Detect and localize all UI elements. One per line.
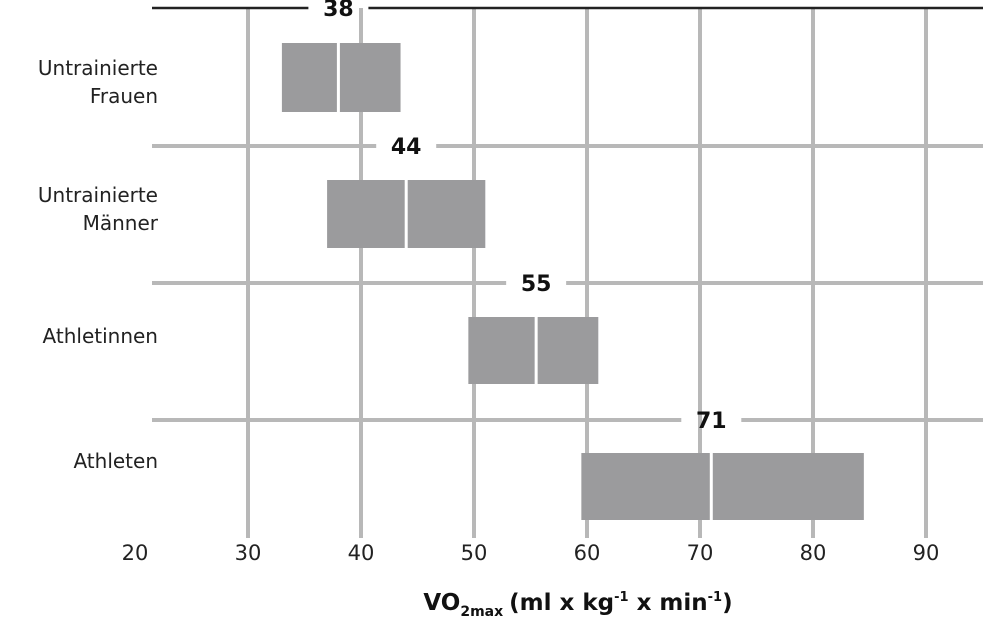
category-label: Untrainierte: [38, 183, 158, 207]
boxes: [281, 43, 864, 520]
category-label: Untrainierte: [38, 56, 158, 80]
median-label: 55: [521, 272, 552, 297]
median-label: 44: [391, 135, 422, 160]
category-label: Frauen: [90, 84, 158, 108]
grid: [152, 6, 983, 538]
median-label: 71: [696, 409, 727, 434]
x-tick-label: 50: [461, 541, 488, 565]
median-label: 38: [323, 0, 354, 22]
x-tick-label: 90: [913, 541, 940, 565]
x-tick-label: 70: [687, 541, 714, 565]
category-label: Männer: [83, 211, 159, 235]
x-tick-label: 20: [122, 541, 149, 565]
x-tick-label: 40: [348, 541, 375, 565]
box: [468, 317, 599, 384]
x-tick-label: 60: [574, 541, 601, 565]
x-axis-title: VO2max (ml x kg-1 x min-1): [423, 590, 732, 620]
category-label: Athleten: [73, 449, 158, 473]
box: [581, 453, 864, 520]
x-tick-label: 30: [235, 541, 262, 565]
category-label: Athletinnen: [43, 324, 158, 348]
x-tick-label: 80: [800, 541, 827, 565]
labels: 38 44 55 71 Untrainierte Frauen Untrainierte Mä…: [38, 0, 939, 565]
box: [281, 43, 401, 112]
